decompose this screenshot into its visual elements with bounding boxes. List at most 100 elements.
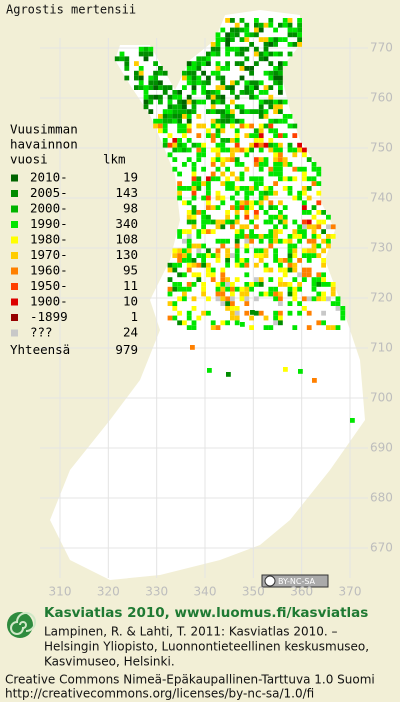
- occurrence-square: [177, 142, 182, 148]
- occurrence-square: [158, 94, 163, 100]
- occurrence-square: [162, 90, 168, 95]
- occurrence-square: [239, 104, 245, 110]
- occurrence-square: [206, 61, 211, 66]
- occurrence-square: [234, 51, 240, 57]
- occurrence-square: [196, 133, 202, 138]
- occurrence-square: [210, 171, 216, 177]
- occurrence-square: [148, 94, 154, 100]
- occurrence-square: [201, 99, 206, 105]
- occurrence-square: [254, 51, 259, 57]
- occurrence-square: [244, 301, 250, 306]
- occurrence-square: [210, 157, 216, 162]
- occurrence-square: [244, 272, 250, 278]
- occurrence-square: [177, 147, 182, 153]
- occurrence-square: [220, 301, 226, 306]
- occurrence-square: [273, 315, 278, 321]
- occurrence-square: [239, 224, 245, 230]
- occurrence-square: [196, 99, 202, 105]
- occurrence-square: [234, 234, 240, 239]
- occurrence-square: [234, 118, 240, 124]
- occurrence-square: [239, 296, 245, 302]
- occurrence-square: [143, 90, 149, 95]
- occurrence-square: [278, 296, 283, 302]
- occurrence-square: [249, 176, 254, 182]
- occurrence-square: [263, 315, 269, 321]
- occurrence-square: [225, 282, 230, 287]
- occurrence-square: [282, 238, 288, 244]
- occurrence-square: [258, 166, 264, 172]
- occurrence-square: [234, 320, 240, 326]
- occurrence-square: [225, 296, 230, 302]
- occurrence-square: [268, 61, 274, 66]
- occurrence-square: [306, 310, 312, 316]
- occurrence-square: [330, 282, 336, 287]
- occurrence-square: [278, 258, 283, 263]
- occurrence-square: [196, 123, 202, 129]
- occurrence-square: [254, 157, 259, 162]
- occurrence-square: [306, 195, 312, 201]
- occurrence-square: [210, 205, 216, 210]
- occurrence-square: [297, 282, 302, 287]
- occurrence-square: [230, 315, 235, 321]
- occurrence-square: [292, 32, 298, 38]
- occurrence-square: [206, 262, 211, 268]
- occurrence-square: [302, 296, 307, 302]
- occurrence-square: [186, 253, 192, 258]
- occurrence-square: [138, 80, 144, 86]
- occurrence-square: [172, 157, 178, 162]
- occurrence-square: [201, 310, 206, 316]
- legend-swatch: [11, 252, 18, 259]
- occurrence-square: [268, 291, 274, 297]
- legend-label: -1899: [30, 309, 68, 324]
- occurrence-square: [258, 248, 264, 254]
- occurrence-square: [258, 162, 264, 167]
- citation-line: Kasvimuseo, Helsinki.: [44, 655, 175, 669]
- occurrence-square: [297, 301, 302, 306]
- occurrence-square: [234, 315, 240, 321]
- occurrence-square: [292, 176, 298, 182]
- occurrence-square: [234, 243, 240, 249]
- occurrence-square: [201, 291, 206, 297]
- occurrence-square: [234, 176, 240, 182]
- badge-text: BY-NC-SA: [278, 577, 316, 586]
- occurrence-square: [196, 114, 202, 119]
- occurrence-square: [273, 75, 278, 81]
- occurrence-square: [239, 90, 245, 95]
- occurrence-square: [316, 272, 322, 278]
- occurrence-square: [148, 80, 154, 86]
- occurrence-square: [234, 210, 240, 215]
- occurrence-square: [191, 190, 197, 196]
- occurrence-square: [258, 138, 264, 143]
- occurrence-square: [177, 118, 182, 124]
- occurrence-square: [268, 219, 274, 225]
- occurrence-square: [182, 200, 187, 206]
- occurrence-square: [225, 18, 230, 23]
- occurrence-square: [278, 229, 283, 234]
- occurrence-square: [244, 46, 250, 52]
- occurrence-square: [215, 66, 221, 71]
- occurrence-square: [278, 277, 283, 282]
- occurrence-square: [268, 37, 274, 42]
- occurrence-square: [230, 301, 235, 306]
- occurrence-square: [239, 171, 245, 177]
- occurrence-square: [316, 224, 322, 230]
- occurrence-square: [210, 90, 216, 95]
- occurrence-square: [225, 157, 230, 162]
- occurrence-square: [340, 310, 346, 316]
- occurrence-square: [316, 210, 322, 215]
- occurrence-square: [273, 248, 278, 254]
- occurrence-square: [143, 51, 149, 57]
- occurrence-square: [191, 176, 197, 182]
- occurrence-square: [263, 253, 269, 258]
- occurrence-square: [287, 258, 293, 263]
- occurrence-square: [249, 238, 254, 244]
- occurrence-square: [186, 94, 192, 100]
- occurrence-square: [302, 205, 307, 210]
- occurrence-square: [273, 214, 278, 220]
- occurrence-square: [191, 320, 197, 326]
- legend-count: 98: [123, 201, 138, 216]
- occurrence-square: [321, 320, 326, 326]
- occurrence-square: [268, 243, 274, 249]
- occurrence-square: [249, 42, 254, 47]
- occurrence-square: [230, 286, 235, 292]
